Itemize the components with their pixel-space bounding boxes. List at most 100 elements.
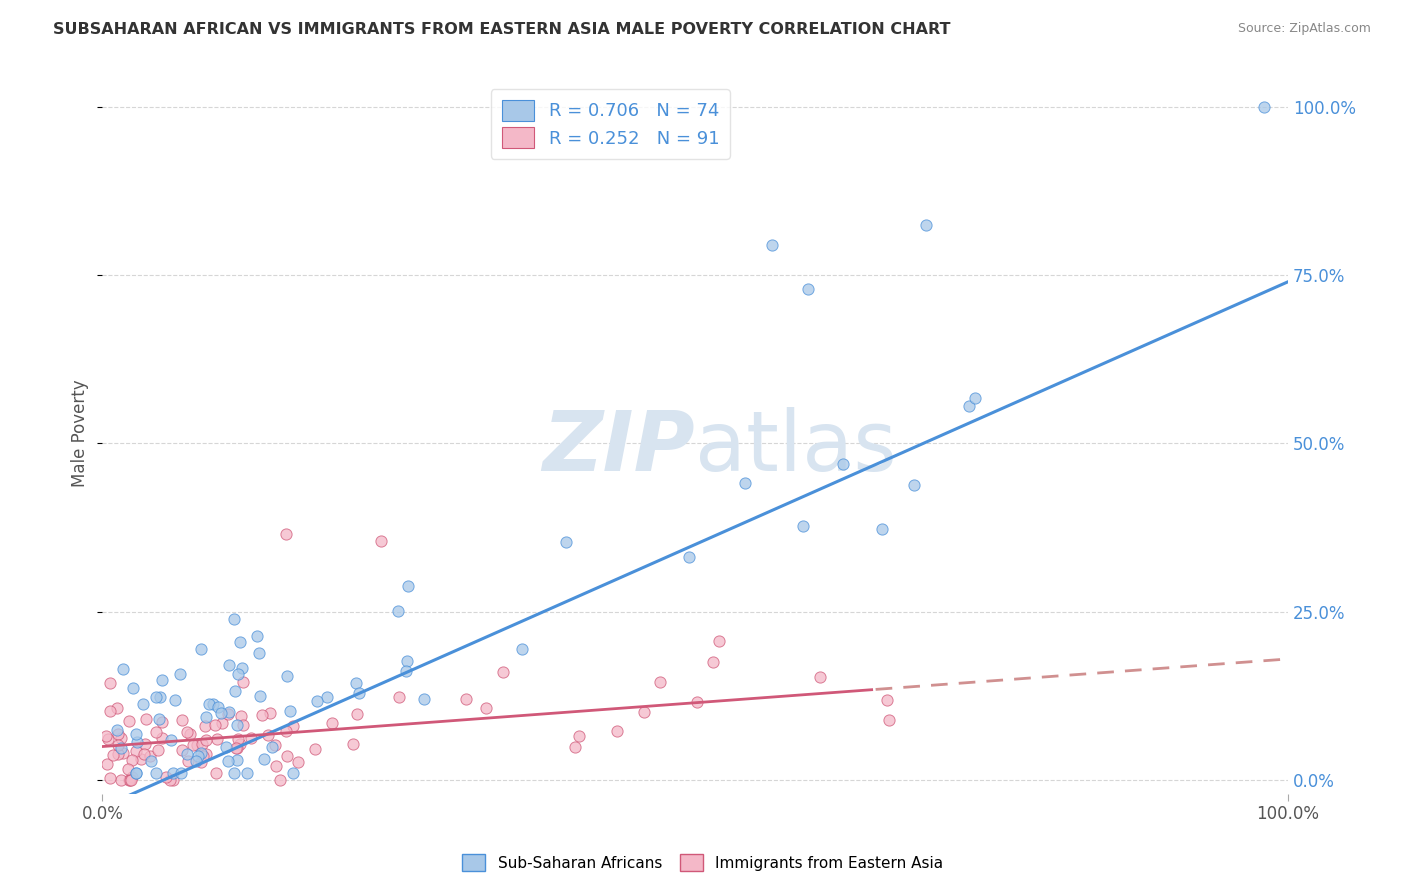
Point <box>870 522 893 536</box>
Point <box>155 771 177 785</box>
Point <box>252 707 274 722</box>
Point <box>342 737 364 751</box>
Point <box>226 718 249 732</box>
Point <box>176 724 198 739</box>
Point <box>232 718 254 732</box>
Point <box>249 690 271 704</box>
Point <box>118 773 141 788</box>
Point <box>396 654 419 668</box>
Point <box>316 690 339 704</box>
Point <box>321 716 343 731</box>
Point <box>191 748 214 763</box>
Point <box>211 715 233 730</box>
Point <box>226 732 249 747</box>
Point <box>150 714 173 729</box>
Point <box>257 728 280 742</box>
Point <box>194 732 217 747</box>
Point <box>217 754 239 768</box>
Point <box>225 741 247 756</box>
Point <box>107 739 129 753</box>
Point <box>915 218 938 232</box>
Point <box>222 766 245 780</box>
Point <box>959 399 981 413</box>
Point <box>281 719 304 733</box>
Point <box>387 604 409 618</box>
Point <box>280 704 302 718</box>
Text: Source: ZipAtlas.com: Source: ZipAtlas.com <box>1237 22 1371 36</box>
Point <box>474 701 496 715</box>
Point <box>287 755 309 769</box>
Point <box>876 693 898 707</box>
Point <box>304 742 326 756</box>
Point <box>111 663 134 677</box>
Point <box>224 684 246 698</box>
Point <box>159 773 181 788</box>
Point <box>253 752 276 766</box>
Point <box>276 748 298 763</box>
Point <box>792 519 814 533</box>
Point <box>209 706 232 721</box>
Point <box>110 773 132 788</box>
Point <box>232 675 254 690</box>
Point <box>162 766 184 780</box>
Point <box>169 667 191 681</box>
Point <box>97 732 120 747</box>
Point <box>121 681 143 695</box>
Point <box>118 714 141 729</box>
Point <box>240 731 263 745</box>
Point <box>678 550 700 565</box>
Point <box>797 281 820 295</box>
Point <box>170 713 193 727</box>
Point <box>307 694 329 708</box>
Point <box>707 633 730 648</box>
Text: atlas: atlas <box>695 408 897 488</box>
Point <box>370 534 392 549</box>
Point <box>761 237 783 252</box>
Point <box>564 739 586 754</box>
Point <box>170 766 193 780</box>
Point <box>112 747 135 761</box>
Point <box>160 732 183 747</box>
Point <box>195 709 218 723</box>
Point <box>492 665 515 680</box>
Point <box>125 727 148 741</box>
Point <box>225 740 247 755</box>
Point <box>139 749 162 764</box>
Point <box>190 746 212 760</box>
Point <box>229 635 252 649</box>
Point <box>222 612 245 626</box>
Point <box>808 670 831 684</box>
Point <box>194 747 217 761</box>
Point <box>107 727 129 741</box>
Point <box>141 755 163 769</box>
Point <box>94 729 117 743</box>
Point <box>217 707 239 722</box>
Point <box>276 723 298 738</box>
Point <box>110 741 132 756</box>
Point <box>105 723 128 738</box>
Point <box>215 740 238 755</box>
Point <box>150 673 173 687</box>
Point <box>259 706 281 720</box>
Point <box>118 773 141 788</box>
Point <box>96 757 118 772</box>
Point <box>205 731 228 746</box>
Point <box>346 706 368 721</box>
Point <box>734 476 756 491</box>
Point <box>650 674 672 689</box>
Point <box>276 668 298 682</box>
Point <box>100 676 122 690</box>
Point <box>132 747 155 761</box>
Point <box>145 690 167 704</box>
Point <box>162 773 184 788</box>
Point <box>101 747 124 762</box>
Point <box>226 753 249 767</box>
Point <box>831 458 853 472</box>
Point <box>281 766 304 780</box>
Point <box>190 737 212 751</box>
Point <box>165 693 187 707</box>
Point <box>344 676 367 690</box>
Y-axis label: Male Poverty: Male Poverty <box>72 379 89 487</box>
Point <box>187 749 209 764</box>
Point <box>229 738 252 752</box>
